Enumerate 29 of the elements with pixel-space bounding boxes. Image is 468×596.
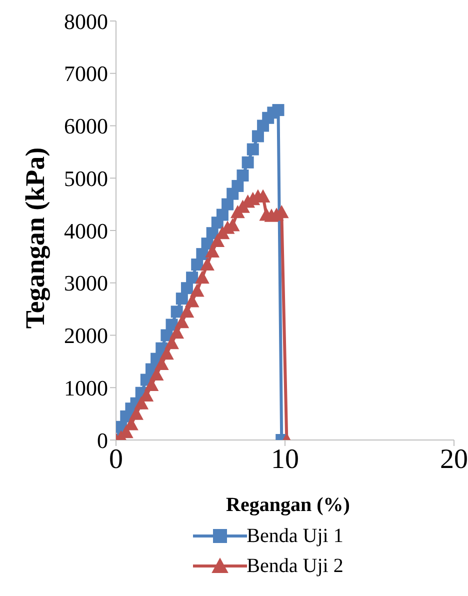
y-tick-label: 0 <box>97 428 108 453</box>
point <box>242 156 254 168</box>
y-tick-label: 1000 <box>64 375 108 400</box>
y-tick-label: 8000 <box>64 8 108 34</box>
point <box>246 143 259 156</box>
point <box>170 306 183 318</box>
point <box>216 208 228 221</box>
x-axis-title: Regangan (%) <box>225 494 351 517</box>
y-axis-title: Tegangan (kPa) <box>20 147 50 329</box>
y-tick-label: 5000 <box>64 166 108 191</box>
point <box>236 170 249 182</box>
point <box>176 292 188 305</box>
point <box>180 282 193 294</box>
legend-label: Benda Uji 2 <box>246 554 344 578</box>
y-tick-label: 3000 <box>64 270 108 296</box>
point <box>190 284 204 297</box>
point <box>186 272 198 284</box>
point <box>252 130 264 142</box>
point <box>200 257 214 271</box>
legend-label: Benda Uji 1 <box>246 524 344 548</box>
point <box>194 270 210 284</box>
x-tick-label: 20 <box>440 444 468 475</box>
point <box>222 198 234 210</box>
y-tick-label: 4000 <box>64 218 108 244</box>
y-tick-label: 7000 <box>64 61 108 86</box>
y-tick-label: 6000 <box>64 114 108 139</box>
y-tick-label: 2000 <box>64 323 108 348</box>
point <box>272 104 284 116</box>
x-tick-label: 10 <box>271 444 299 475</box>
